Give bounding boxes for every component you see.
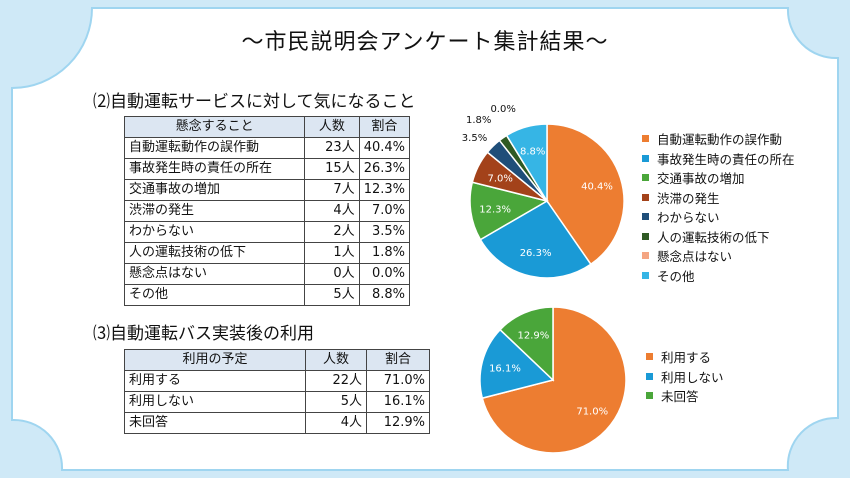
item-cell: 交通事故の増加 bbox=[123, 179, 306, 201]
legend-swatch bbox=[642, 193, 649, 201]
count-cell: 4人 bbox=[304, 200, 360, 222]
table-row: 利用しない 5人 16.1% bbox=[124, 391, 430, 413]
legend-swatch bbox=[642, 213, 649, 221]
table-row: 事故発生時の責任の所在 15人 26.3% bbox=[123, 158, 411, 180]
legend-swatch bbox=[642, 174, 649, 182]
legend-swatch bbox=[642, 135, 649, 143]
count-cell: 7人 bbox=[304, 179, 360, 201]
legend-swatch bbox=[646, 353, 653, 361]
legend-item: 懸念点はない bbox=[642, 246, 795, 266]
table-row: その他 5人 8.8% bbox=[123, 284, 411, 306]
legend-swatch bbox=[642, 252, 649, 260]
legend-label: その他 bbox=[657, 268, 695, 284]
legend-item: 人の運転技術の低下 bbox=[642, 227, 795, 247]
legend-item: 利用する bbox=[646, 347, 724, 367]
legend-item: 未回答 bbox=[646, 386, 724, 406]
count-cell: 15人 bbox=[304, 158, 360, 180]
count-cell: 4人 bbox=[305, 412, 367, 434]
count-cell: 5人 bbox=[304, 284, 360, 306]
table-header: 人数 bbox=[305, 349, 367, 371]
table-row: 利用する 22人 71.0% bbox=[124, 370, 430, 392]
item-cell: 人の運転技術の低下 bbox=[123, 242, 306, 264]
ratio-cell: 16.1% bbox=[366, 391, 430, 413]
concerns-legend: 自動運転動作の誤作動 事故発生時の責任の所在 交通事故の増加 渋滞の発生わからない人の… bbox=[642, 129, 795, 285]
item-cell: わからない bbox=[123, 221, 306, 243]
item-cell: 自動運転動作の誤作動 bbox=[123, 137, 306, 159]
legend-item: その他 bbox=[642, 266, 795, 286]
table-header-row: 利用の予定 人数 割合 bbox=[124, 349, 430, 371]
count-cell: 0人 bbox=[304, 263, 360, 285]
ratio-cell: 7.0% bbox=[358, 200, 411, 222]
table-row: 人の運転技術の低下 1人 1.8% bbox=[123, 242, 411, 264]
usage-table: 利用の予定 人数 割合 利用する 22人 71.0% 利用しない 5人 16.1% 未回答 4… bbox=[124, 349, 430, 434]
table-body: 利用する 22人 71.0% 利用しない 5人 16.1% 未回答 4人 12.9% bbox=[124, 370, 430, 434]
legend-label: 渋滞の発生 bbox=[657, 190, 720, 206]
table-header: 懸念すること bbox=[123, 116, 306, 138]
legend-label: 未回答 bbox=[661, 389, 699, 405]
legend-label: 利用しない bbox=[661, 369, 724, 385]
table-row: 交通事故の増加 7人 12.3% bbox=[123, 179, 411, 201]
ratio-cell: 40.4% bbox=[358, 137, 411, 159]
ratio-cell: 26.3% bbox=[358, 158, 411, 180]
ratio-cell: 8.8% bbox=[358, 284, 411, 306]
item-cell: 渋滞の発生 bbox=[123, 200, 306, 222]
table-row: 懸念点はない 0人 0.0% bbox=[123, 263, 411, 285]
count-cell: 5人 bbox=[305, 391, 367, 413]
legend-label: 利用する bbox=[661, 350, 712, 366]
table-header-row: 懸念すること 人数 割合 bbox=[123, 116, 411, 138]
legend-item: 渋滞の発生 bbox=[642, 188, 795, 208]
page-title: ～市民説明会アンケート集計結果～ bbox=[241, 30, 609, 55]
legend-label: 自動運転動作の誤作動 bbox=[657, 132, 783, 148]
ratio-cell: 71.0% bbox=[366, 370, 430, 392]
ratio-cell: 12.3% bbox=[358, 179, 411, 201]
item-cell: その他 bbox=[123, 284, 306, 306]
table-header: 利用の予定 bbox=[124, 349, 306, 371]
legend-label: わからない bbox=[657, 210, 720, 226]
ratio-cell: 0.0% bbox=[358, 263, 411, 285]
usage-legend: 利用する利用しない未回答 bbox=[646, 347, 724, 406]
table-header: 割合 bbox=[366, 349, 430, 371]
legend-swatch bbox=[646, 392, 653, 400]
legend-swatch bbox=[646, 372, 653, 380]
table-row: 渋滞の発生 4人 7.0% bbox=[123, 200, 411, 222]
item-cell: 未回答 bbox=[124, 412, 306, 434]
table-row: 未回答 4人 12.9% bbox=[124, 412, 430, 434]
count-cell: 23人 bbox=[304, 137, 360, 159]
legend-label: 人の運転技術の低下 bbox=[657, 229, 770, 245]
section2-heading: ⑵自動運転サービスに対して気になること bbox=[93, 92, 416, 112]
ratio-cell: 1.8% bbox=[358, 242, 411, 264]
table-header: 割合 bbox=[358, 116, 411, 138]
legend-item: 自動運転動作の誤作動 bbox=[642, 129, 795, 149]
ratio-cell: 3.5% bbox=[358, 221, 411, 243]
item-cell: 懸念点はない bbox=[123, 263, 306, 285]
item-cell: 事故発生時の責任の所在 bbox=[123, 158, 306, 180]
section3-heading: ⑶自動運転バス実装後の利用 bbox=[93, 324, 314, 344]
table-header: 人数 bbox=[304, 116, 360, 138]
ratio-cell: 12.9% bbox=[366, 412, 430, 434]
legend-item: わからない bbox=[642, 207, 795, 227]
legend-swatch bbox=[642, 154, 649, 162]
legend-label: 交通事故の増加 bbox=[657, 171, 745, 187]
legend-swatch bbox=[642, 232, 649, 240]
item-cell: 利用する bbox=[124, 370, 306, 392]
legend-item: 利用しない bbox=[646, 367, 724, 387]
legend-label: 事故発生時の責任の所在 bbox=[657, 151, 795, 167]
count-cell: 1人 bbox=[304, 242, 360, 264]
count-cell: 2人 bbox=[304, 221, 360, 243]
legend-label: 懸念点はない bbox=[657, 249, 733, 265]
item-cell: 利用しない bbox=[124, 391, 306, 413]
legend-swatch bbox=[642, 271, 649, 279]
concerns-table: 懸念すること 人数 割合 自動運転動作の誤作動 23人 40.4% 事故発生時の責任の… bbox=[123, 116, 411, 306]
legend-item: 交通事故の増加 bbox=[642, 168, 795, 188]
count-cell: 22人 bbox=[305, 370, 367, 392]
table-body: 自動運転動作の誤作動 23人 40.4% 事故発生時の責任の所在 15人 26.3% 交通事… bbox=[123, 137, 411, 306]
table-row: わからない 2人 3.5% bbox=[123, 221, 411, 243]
legend-item: 事故発生時の責任の所在 bbox=[642, 149, 795, 169]
table-row: 自動運転動作の誤作動 23人 40.4% bbox=[123, 137, 411, 159]
